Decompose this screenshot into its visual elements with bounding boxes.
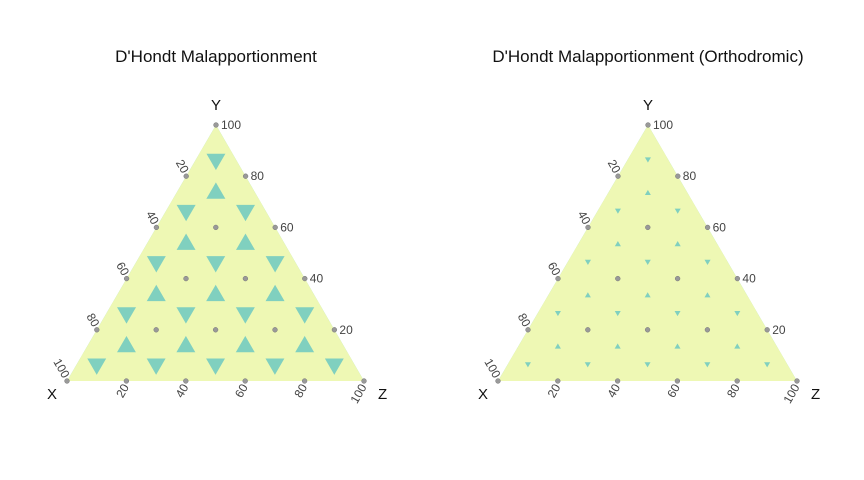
lattice-point [94, 327, 100, 333]
tick-label-left: 60 [113, 260, 132, 279]
lattice-point [674, 275, 681, 282]
lattice-point [242, 275, 249, 282]
tick-label-right: 40 [742, 272, 756, 286]
lattice-point [213, 122, 219, 128]
lattice-point [272, 224, 278, 231]
tick-label-left: 20 [173, 157, 192, 176]
axis-label-z: Z [378, 386, 387, 403]
proportional-cell [639, 348, 716, 381]
tick-label-bottom: 60 [232, 381, 251, 400]
proportional-cell [152, 352, 220, 381]
lattice-point [272, 327, 278, 333]
lattice-point [183, 173, 189, 179]
lattice-point [183, 275, 189, 282]
lattice-point [675, 173, 681, 179]
tick-label-bottom: 40 [604, 381, 623, 400]
tick-label-bottom: 20 [545, 381, 564, 400]
lattice-point [644, 327, 651, 333]
lattice-point [674, 378, 681, 384]
tick-label-right: 60 [280, 220, 294, 234]
lattice-point [212, 327, 219, 333]
proportional-cell [759, 348, 797, 381]
tick-label-right: 20 [772, 323, 786, 337]
tick-label-right: 100 [221, 118, 241, 132]
lattice-point [331, 327, 338, 333]
tick-label-left: 80 [84, 311, 103, 330]
lattice-point [764, 327, 770, 333]
lattice-point [242, 378, 248, 384]
lattice-point [615, 173, 621, 179]
lattice-point [585, 224, 591, 231]
ternary-plot-1: D'Hondt Malapportionment X Y Z 100 80 60 40 20 10… [47, 47, 387, 406]
lattice-point [153, 327, 159, 333]
lattice-point [794, 378, 800, 384]
axis-label-y: Y [643, 97, 653, 114]
tick-label-bottom: 80 [291, 381, 310, 400]
lattice-point [525, 327, 531, 333]
lattice-point [615, 275, 621, 282]
tick-label-bottom: 100 [347, 381, 369, 406]
lattice-point [704, 224, 711, 231]
axis-label-z: Z [811, 386, 820, 403]
lattice-point [495, 378, 501, 384]
lattice-point [302, 275, 308, 282]
tick-label-right: 40 [310, 272, 324, 286]
proportional-cell [271, 352, 338, 381]
lattice-point [555, 378, 561, 384]
tick-label-bottom: 100 [780, 381, 802, 406]
lattice-point [153, 224, 160, 231]
lattice-point [301, 378, 308, 384]
lattice-point [64, 378, 70, 384]
proportional-cell [699, 348, 776, 381]
tick-label-left: 60 [545, 260, 564, 279]
proportional-cell [330, 352, 364, 381]
chart-title: D'Hondt Malapportionment (Orthodromic) [492, 47, 803, 66]
tick-label-bottom: 60 [664, 381, 683, 400]
tick-label-left: 40 [143, 208, 162, 227]
axis-label-x: X [478, 386, 488, 403]
lattice-point [585, 327, 591, 333]
tick-label-bottom: 40 [173, 381, 192, 400]
tick-label-right: 60 [713, 220, 727, 234]
lattice-point [614, 378, 621, 384]
lattice-point [213, 224, 219, 231]
tick-label-right: 80 [683, 169, 697, 183]
axis-label-x: X [47, 386, 57, 403]
lattice-point [734, 378, 740, 384]
lattice-point [645, 224, 651, 231]
tick-label-right: 80 [251, 169, 265, 183]
lattice-point [361, 378, 367, 384]
tick-label-right: 100 [653, 118, 673, 132]
axis-label-y: Y [211, 97, 221, 114]
lattice-point [555, 275, 561, 282]
lattice-point [123, 275, 130, 282]
tick-label-left: 80 [515, 311, 534, 330]
tick-label-left: 20 [605, 157, 624, 176]
lattice-point [734, 275, 741, 282]
proportional-cell [579, 348, 656, 381]
lattice-point [123, 378, 130, 384]
tick-label-right: 20 [339, 323, 353, 337]
lattice-point [704, 327, 711, 333]
lattice-point [183, 378, 189, 384]
chart-title: D'Hondt Malapportionment [115, 47, 317, 66]
tick-label-bottom: 20 [113, 381, 132, 400]
proportional-cell [498, 348, 536, 381]
tick-label-bottom: 80 [724, 381, 743, 400]
proportional-cell [211, 352, 279, 381]
proportional-cell [93, 352, 160, 381]
lattice-point [242, 173, 249, 179]
lattice-point [645, 122, 651, 128]
proportional-cell [519, 348, 596, 381]
ternary-plot-2: D'Hondt Malapportionment (Orthodromic) X Y… [478, 47, 820, 406]
tick-label-left: 40 [575, 208, 594, 227]
